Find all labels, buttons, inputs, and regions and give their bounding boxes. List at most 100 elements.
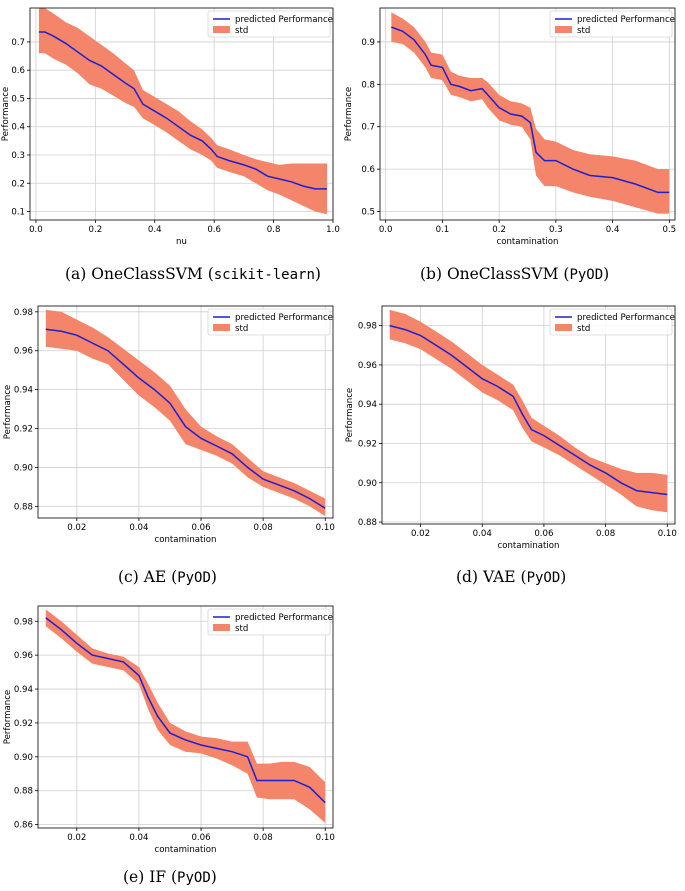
legend-box-b	[549, 10, 673, 38]
caption-e: (e) IF (PyOD)	[123, 868, 217, 886]
y-axis-label-d: Performance	[345, 388, 355, 442]
legend-band-swatch-b	[555, 26, 572, 33]
predicted-line-d	[389, 324, 668, 496]
x-tick-label-d: 0.08	[596, 529, 615, 539]
legend-box-c	[207, 308, 331, 336]
caption-e-code: PyOD	[177, 870, 211, 886]
caption-c-code: PyOD	[177, 570, 211, 586]
legend-label-std-c: std	[235, 324, 248, 334]
y-tick-label-e: 0.92	[14, 719, 33, 729]
plot-frame-e	[37, 605, 334, 829]
x-tick-label-c: 0.02	[67, 523, 86, 533]
x-axis-label-b: contamination	[497, 237, 559, 247]
y-axis-label-e: Performance	[3, 690, 13, 744]
y-tick-label-d: 0.92	[358, 439, 377, 449]
y-tick-label-e: 0.96	[14, 651, 33, 661]
caption-d: (d) VAE (PyOD)	[456, 568, 566, 586]
x-tick-label-d: 0.06	[534, 529, 553, 539]
y-tick-label-b: 0.9	[361, 38, 375, 48]
plot-frame-b	[379, 7, 676, 221]
predicted-line-e	[45, 617, 326, 804]
x-tick-label-a: 0.6	[207, 225, 221, 235]
y-tick-label-e: 0.98	[14, 617, 33, 627]
x-tick-label-e: 0.06	[191, 833, 210, 843]
y-tick-label-a: 0.3	[11, 151, 25, 161]
legend-box-d	[549, 308, 673, 336]
legend-band-swatch-a	[213, 26, 230, 33]
caption-b-prefix: (b) OneClassSVM (	[420, 265, 570, 283]
caption-c-prefix: (c) AE (	[118, 568, 178, 586]
x-tick-label-c: 0.06	[191, 523, 210, 533]
caption-d-suffix: )	[560, 568, 567, 586]
x-tick-label-c: 0.08	[254, 523, 273, 533]
x-tick-label-c: 0.04	[129, 523, 148, 533]
predicted-line-b	[391, 26, 670, 194]
legend-band-swatch-e	[213, 624, 230, 631]
y-tick-label-a: 0.6	[11, 66, 25, 76]
y-tick-label-a: 0.7	[11, 38, 25, 48]
x-tick-label-b: 0.3	[549, 225, 563, 235]
y-tick-label-c: 0.94	[14, 386, 33, 396]
caption-e-prefix: (e) IF (	[123, 868, 178, 886]
chart-d: 0.02 0.04 0.06 0.08 0.10 0.88 0.90 0.92 0.94 0.96…	[345, 305, 677, 551]
x-tick-label-e: 0.02	[67, 833, 86, 843]
y-tick-label-c: 0.98	[14, 308, 33, 318]
y-axis-label-c: Performance	[3, 385, 13, 439]
legend-label-predicted-e: predicted Performance	[235, 613, 333, 623]
y-axis-label-b: Performance	[344, 87, 354, 141]
y-tick-label-d: 0.96	[358, 361, 377, 371]
x-tick-label-a: 1.0	[326, 225, 340, 235]
x-tick-label-a: 0.0	[29, 225, 43, 235]
legend-label-std-b: std	[577, 26, 590, 36]
y-tick-label-b: 0.5	[361, 208, 375, 218]
x-tick-label-e: 0.10	[316, 833, 335, 843]
x-axis-label-d: contamination	[498, 541, 560, 551]
caption-a-prefix: (a) OneClassSVM (	[65, 265, 214, 283]
y-tick-label-d: 0.98	[358, 322, 377, 332]
chart-panel-d: 0.02 0.04 0.06 0.08 0.10 0.88 0.90 0.92 0.94 0.96…	[342, 298, 685, 593]
std-band-e	[45, 609, 326, 823]
legend-label-predicted-c: predicted Performance	[235, 313, 333, 323]
y-tick-label-c: 0.90	[14, 463, 33, 473]
x-tick-label-e: 0.04	[129, 833, 148, 843]
plot-frame-c	[37, 305, 334, 519]
caption-e-suffix: )	[210, 868, 217, 886]
caption-c-suffix: )	[210, 568, 217, 586]
y-tick-label-e: 0.86	[14, 821, 33, 831]
chart-panel-a: 0.0 0.2 0.4 0.6 0.8 1.0 0.1 0.2 0.3 0.4 0.5 0.6 0.7 n…	[0, 0, 340, 290]
caption-b-suffix: )	[603, 265, 610, 283]
x-tick-label-d: 0.02	[411, 529, 430, 539]
y-tick-label-c: 0.96	[14, 347, 33, 357]
x-tick-label-d: 0.10	[658, 529, 677, 539]
caption-b: (b) OneClassSVM (PyOD)	[420, 265, 609, 283]
caption-a-suffix: )	[314, 265, 321, 283]
x-tick-label-e: 0.08	[254, 833, 273, 843]
y-tick-label-d: 0.90	[358, 479, 377, 489]
predicted-line-a	[38, 31, 328, 190]
y-axis-label-a: Performance	[1, 87, 11, 141]
x-axis-label-c: contamination	[155, 535, 217, 545]
y-tick-label-c: 0.92	[14, 425, 33, 435]
x-tick-label-b: 0.5	[662, 225, 676, 235]
caption-a-code: scikit-learn	[213, 267, 315, 283]
std-band-c	[45, 309, 326, 517]
legend-label-predicted-a: predicted Performance	[235, 15, 333, 25]
y-tick-label-e: 0.90	[14, 753, 33, 763]
legend-band-swatch-c	[213, 324, 230, 331]
y-tick-label-e: 0.94	[14, 685, 33, 695]
x-tick-label-a: 0.4	[148, 225, 162, 235]
legend-label-std-d: std	[577, 324, 590, 334]
y-tick-label-a: 0.1	[11, 208, 25, 218]
chart-c: 0.02 0.04 0.06 0.08 0.10 0.88 0.90 0.92 0.94 0.96…	[3, 305, 335, 545]
caption-c: (c) AE (PyOD)	[118, 568, 217, 586]
plot-frame-d	[381, 305, 676, 525]
chart-panel-b: 0.0 0.1 0.2 0.3 0.4 0.5 0.5 0.6 0.7 0.8 0.9 contami…	[342, 0, 685, 290]
chart-panel-e: 0.02 0.04 0.06 0.08 0.10 0.86 0.88 0.90 0.92 0.94…	[0, 598, 340, 891]
caption-d-prefix: (d) VAE (	[456, 568, 527, 586]
legend-label-std-a: std	[235, 26, 248, 36]
x-tick-label-b: 0.0	[379, 225, 393, 235]
